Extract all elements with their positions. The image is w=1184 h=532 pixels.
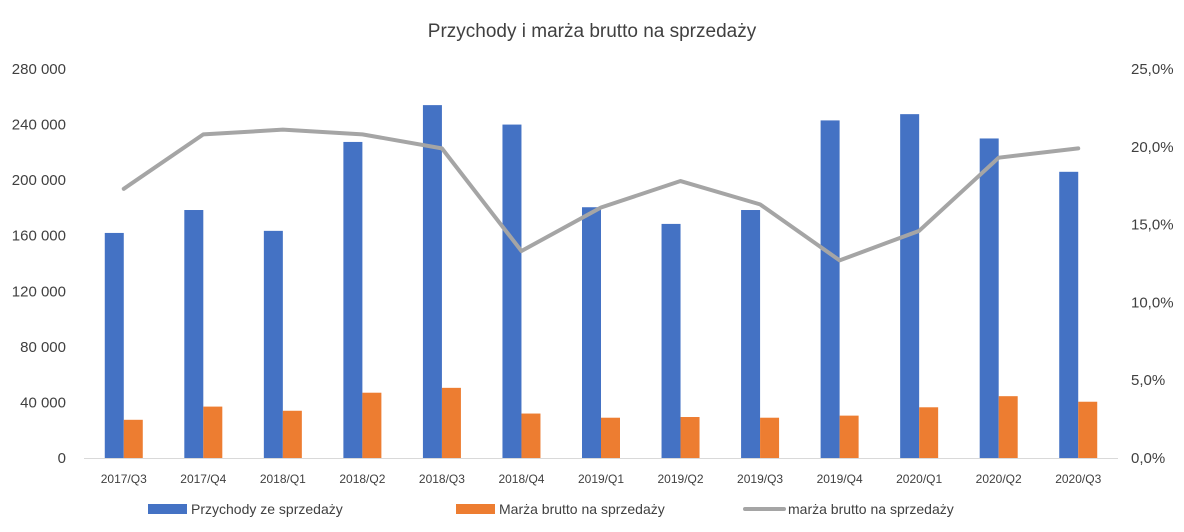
y-left-tick-label: 280 000 (12, 61, 66, 78)
y-left-tick-label: 240 000 (12, 117, 66, 134)
y-left-tick-label: 40 000 (20, 394, 66, 411)
x-tick-label: 2019/Q1 (578, 472, 624, 486)
revenue-bar (741, 210, 761, 458)
x-tick-label: 2019/Q4 (817, 472, 863, 486)
revenue-bar (661, 223, 681, 458)
legend-label: Przychody ze sprzedaży (191, 501, 343, 517)
x-tick-label: 2020/Q1 (896, 472, 942, 486)
gross-margin-percent-line (121, 127, 1081, 263)
revenue-bar (582, 207, 601, 458)
gross-margin-bar (282, 410, 302, 458)
gross-margin-bar (998, 396, 1018, 458)
legend-swatch-gross-margin (456, 504, 495, 514)
gross-margin-bar (1078, 401, 1098, 458)
y-axis-right: 0,0% 5,0% 10,0% 15,0% 20,0% 25,0% (1131, 61, 1174, 467)
x-tick-label: 2020/Q2 (976, 472, 1022, 486)
y-right-tick-label: 10,0% (1131, 294, 1174, 311)
gross-margin-bar (203, 406, 223, 458)
y-left-tick-label: 0 (58, 450, 66, 467)
bars-group (104, 105, 1098, 459)
legend-label: marża brutto na sprzedaży (788, 501, 954, 517)
gross-margin-bar (123, 419, 143, 458)
revenue-bar (820, 120, 840, 459)
revenue-bar (900, 114, 920, 458)
revenue-bar (104, 232, 124, 458)
revenue-bar (343, 141, 363, 458)
y-left-tick-label: 80 000 (20, 339, 66, 356)
revenue-bar (1059, 171, 1079, 459)
revenue-bar (184, 210, 204, 458)
gross-margin-bar (919, 407, 939, 458)
y-right-tick-label: 15,0% (1131, 217, 1174, 234)
x-tick-label: 2017/Q3 (101, 472, 147, 486)
x-tick-label: 2018/Q4 (498, 472, 544, 486)
gross-margin-bar (680, 417, 700, 458)
legend-swatch-revenue (148, 504, 187, 514)
x-tick-label: 2019/Q3 (737, 472, 783, 486)
gross-margin-bar (521, 413, 541, 458)
x-tick-label: 2019/Q2 (658, 472, 704, 486)
x-tick-label: 2017/Q4 (180, 472, 226, 486)
gross-margin-bar (760, 417, 780, 458)
legend: Przychody ze sprzedaży Marża brutto na sp… (148, 501, 954, 517)
x-tick-label: 2018/Q2 (339, 472, 385, 486)
gross-margin-bar (441, 387, 461, 458)
legend-label: Marża brutto na sprzedaży (499, 501, 665, 517)
gross-margin-bar (839, 415, 859, 458)
y-right-tick-label: 0,0% (1131, 450, 1165, 467)
line-series-group (121, 127, 1081, 263)
x-tick-label: 2020/Q3 (1055, 472, 1101, 486)
y-right-tick-label: 5,0% (1131, 372, 1165, 389)
gross-margin-bar (362, 392, 382, 458)
y-right-tick-label: 20,0% (1131, 139, 1174, 156)
x-tick-label: 2018/Q1 (260, 472, 306, 486)
x-tick-label: 2018/Q3 (419, 472, 465, 486)
chart-title: Przychody i marża brutto na sprzedaży (428, 21, 757, 42)
revenue-bar (502, 124, 522, 459)
y-left-tick-label: 200 000 (12, 172, 66, 189)
y-right-tick-label: 25,0% (1131, 61, 1174, 78)
revenue-bar (422, 105, 442, 458)
gross-margin-bar (601, 417, 620, 458)
revenue-bar (979, 138, 999, 458)
y-left-tick-label: 160 000 (12, 228, 66, 245)
revenue-bar (263, 230, 283, 458)
y-left-tick-label: 120 000 (12, 283, 66, 300)
x-axis: 2017/Q3 2017/Q4 2018/Q1 2018/Q2 2018/Q3 2018/… (101, 472, 1102, 486)
y-axis-left: 0 40 000 80 000 120 000 160 000 200 000 240 00… (12, 61, 66, 467)
